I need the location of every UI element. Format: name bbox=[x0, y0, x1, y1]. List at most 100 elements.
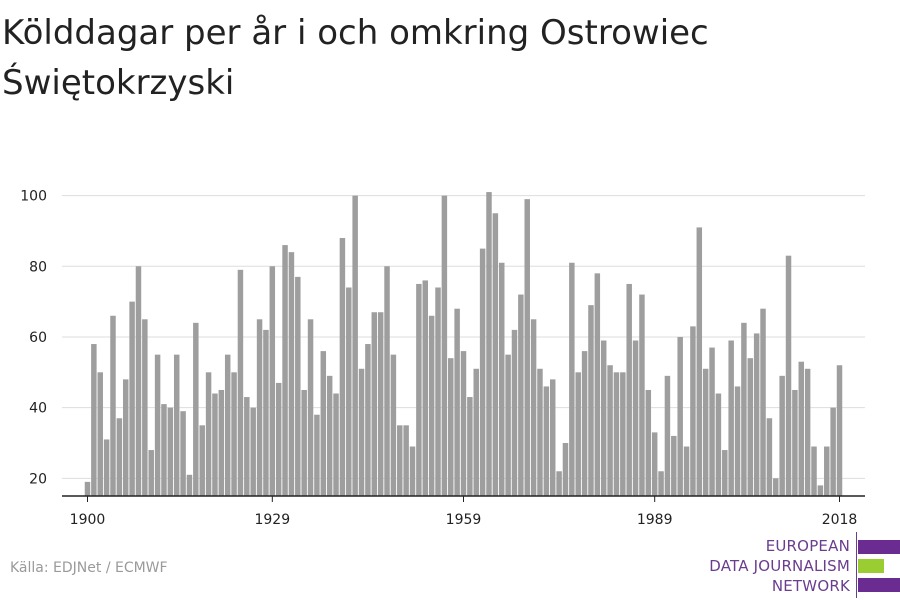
bar-1982[interactable] bbox=[607, 365, 613, 496]
bar-1907[interactable] bbox=[129, 301, 135, 496]
bar-1985[interactable] bbox=[626, 283, 632, 496]
bar-1925[interactable] bbox=[244, 397, 250, 496]
bar-1970[interactable] bbox=[530, 319, 537, 496]
bar-1953[interactable] bbox=[422, 280, 429, 496]
bar-1949[interactable] bbox=[397, 425, 403, 496]
bar-2012[interactable] bbox=[798, 361, 805, 496]
bar-1909[interactable] bbox=[142, 319, 148, 496]
bar-1984[interactable] bbox=[620, 372, 626, 496]
bar-1950[interactable] bbox=[403, 425, 409, 496]
bar-2018[interactable] bbox=[836, 365, 843, 496]
bar-2004[interactable] bbox=[747, 358, 754, 496]
bar-1972[interactable] bbox=[543, 386, 550, 496]
bar-1980[interactable] bbox=[594, 273, 601, 496]
bar-1947[interactable] bbox=[384, 266, 390, 496]
bar-1913[interactable] bbox=[167, 407, 174, 496]
bar-2006[interactable] bbox=[760, 308, 766, 496]
bar-1968[interactable] bbox=[518, 294, 524, 496]
bar-1977[interactable] bbox=[575, 372, 581, 496]
bar-1995[interactable] bbox=[690, 326, 696, 496]
edjnet-logo[interactable]: EUROPEAN DATA JOURNALISM NETWORK bbox=[690, 532, 900, 598]
bar-1989[interactable] bbox=[651, 432, 658, 496]
bar-1959[interactable] bbox=[460, 351, 467, 496]
bar-1951[interactable] bbox=[409, 446, 416, 496]
bar-1924[interactable] bbox=[237, 269, 244, 496]
bar-1987[interactable] bbox=[639, 294, 645, 496]
bar-1992[interactable] bbox=[671, 435, 677, 496]
bar-1983[interactable] bbox=[613, 372, 620, 496]
bar-1979[interactable] bbox=[588, 305, 594, 496]
bar-1936[interactable] bbox=[314, 414, 320, 496]
bar-1926[interactable] bbox=[250, 407, 256, 496]
bar-1930[interactable] bbox=[275, 382, 282, 496]
bar-1986[interactable] bbox=[632, 340, 639, 497]
bar-1914[interactable] bbox=[173, 354, 180, 496]
bar-1974[interactable] bbox=[556, 471, 562, 496]
bar-1916[interactable] bbox=[186, 474, 193, 496]
bar-1961[interactable] bbox=[473, 368, 479, 496]
bar-1917[interactable] bbox=[193, 322, 199, 496]
bar-1910[interactable] bbox=[148, 450, 154, 496]
bar-1962[interactable] bbox=[479, 248, 486, 496]
bar-1990[interactable] bbox=[658, 471, 664, 496]
bar-1997[interactable] bbox=[702, 368, 709, 496]
bar-1978[interactable] bbox=[581, 351, 588, 496]
bar-1937[interactable] bbox=[320, 351, 327, 496]
bar-1901[interactable] bbox=[91, 344, 97, 496]
bar-1920[interactable] bbox=[212, 393, 218, 496]
bar-1906[interactable] bbox=[122, 379, 129, 496]
bar-1958[interactable] bbox=[454, 308, 460, 496]
bar-1998[interactable] bbox=[709, 347, 715, 496]
bar-1945[interactable] bbox=[371, 312, 378, 496]
bar-1991[interactable] bbox=[664, 375, 671, 496]
bar-2010[interactable] bbox=[785, 255, 792, 496]
bar-1966[interactable] bbox=[505, 354, 511, 496]
bar-1922[interactable] bbox=[224, 354, 231, 496]
bar-2000[interactable] bbox=[722, 450, 728, 496]
bar-2007[interactable] bbox=[766, 418, 773, 496]
bar-1964[interactable] bbox=[492, 213, 499, 497]
bar-1928[interactable] bbox=[263, 329, 269, 496]
bar-1912[interactable] bbox=[161, 404, 167, 496]
bar-1965[interactable] bbox=[498, 262, 505, 496]
bar-1955[interactable] bbox=[435, 287, 441, 496]
bar-1963[interactable] bbox=[486, 192, 492, 496]
bar-1971[interactable] bbox=[537, 368, 543, 496]
bar-1904[interactable] bbox=[110, 315, 116, 496]
bar-1934[interactable] bbox=[301, 389, 307, 496]
bar-1932[interactable] bbox=[288, 252, 295, 496]
bar-2013[interactable] bbox=[804, 368, 811, 496]
bar-1915[interactable] bbox=[180, 411, 186, 496]
bar-1960[interactable] bbox=[467, 397, 473, 496]
bar-1993[interactable] bbox=[677, 336, 683, 496]
bar-2011[interactable] bbox=[792, 389, 798, 496]
bar-1969[interactable] bbox=[524, 199, 530, 497]
bar-1918[interactable] bbox=[199, 425, 205, 496]
bar-2001[interactable] bbox=[728, 340, 734, 497]
bar-1944[interactable] bbox=[365, 344, 371, 496]
bar-1941[interactable] bbox=[346, 287, 352, 496]
bar-1923[interactable] bbox=[231, 372, 237, 496]
bar-1988[interactable] bbox=[645, 389, 652, 496]
bar-1975[interactable] bbox=[562, 442, 569, 496]
bar-1942[interactable] bbox=[352, 195, 358, 496]
bar-1999[interactable] bbox=[715, 393, 722, 496]
bar-1943[interactable] bbox=[358, 368, 365, 496]
bar-1948[interactable] bbox=[390, 354, 397, 496]
bar-1903[interactable] bbox=[103, 439, 110, 496]
bar-1954[interactable] bbox=[428, 315, 435, 496]
bar-1938[interactable] bbox=[326, 375, 333, 496]
bar-1919[interactable] bbox=[205, 372, 212, 496]
bar-1908[interactable] bbox=[135, 266, 142, 496]
bar-1957[interactable] bbox=[448, 358, 454, 496]
bar-1935[interactable] bbox=[307, 319, 314, 496]
bar-1994[interactable] bbox=[683, 446, 690, 496]
bar-1976[interactable] bbox=[569, 262, 575, 496]
bar-1996[interactable] bbox=[696, 227, 703, 496]
bar-1967[interactable] bbox=[511, 329, 518, 496]
bar-1921[interactable] bbox=[218, 389, 225, 496]
bar-1911[interactable] bbox=[154, 354, 161, 496]
bar-1933[interactable] bbox=[295, 276, 301, 496]
bar-2002[interactable] bbox=[734, 386, 741, 496]
bar-2016[interactable] bbox=[824, 446, 830, 496]
